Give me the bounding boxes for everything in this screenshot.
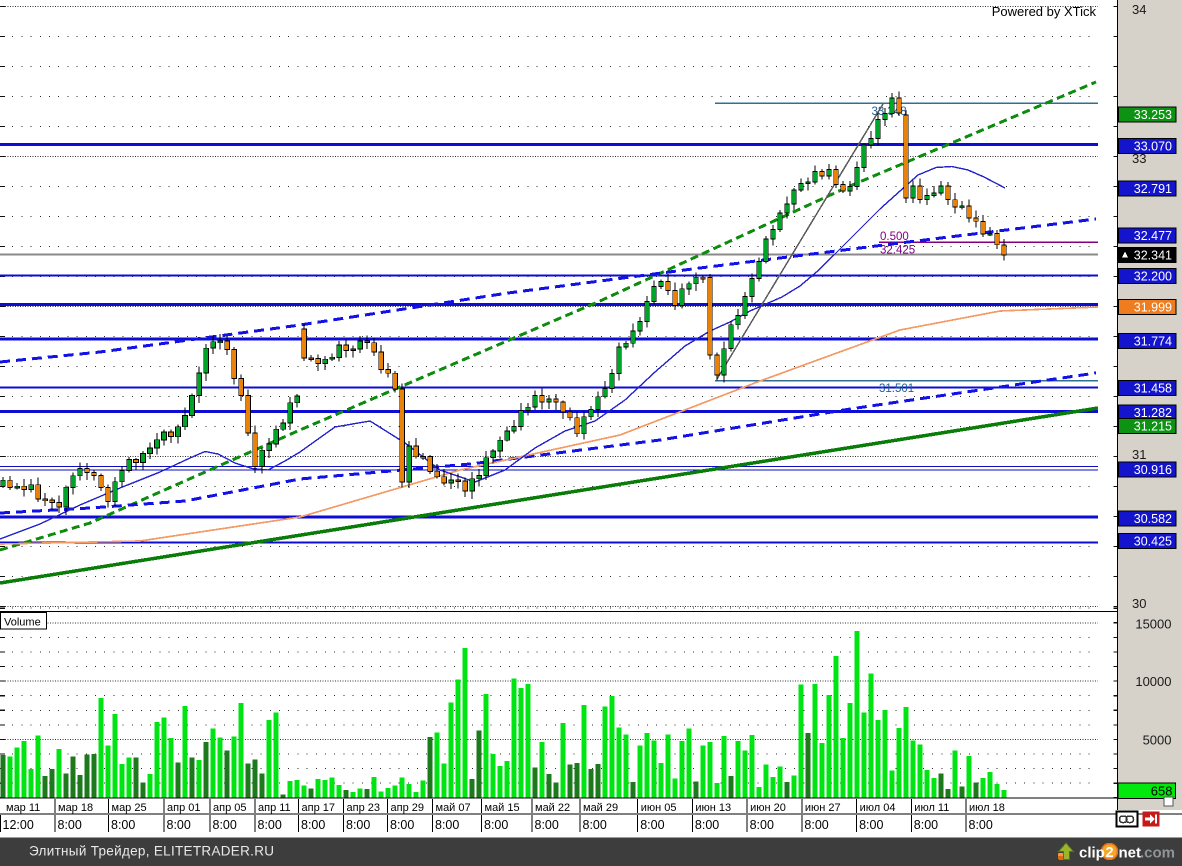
- svg-text:8:00: 8:00: [258, 818, 282, 832]
- svg-text:8:00: 8:00: [969, 818, 993, 832]
- svg-text:31.501: 31.501: [879, 383, 914, 395]
- svg-text:8:00: 8:00: [640, 818, 664, 832]
- svg-text:8:00: 8:00: [390, 818, 414, 832]
- svg-text:33: 33: [1132, 151, 1146, 166]
- svg-text:июн 05: июн 05: [641, 802, 677, 814]
- svg-text:8:00: 8:00: [804, 818, 828, 832]
- svg-text:июн 13: июн 13: [695, 802, 731, 814]
- svg-text:31.458: 31.458: [1134, 382, 1172, 396]
- svg-text:31: 31: [1132, 447, 1146, 462]
- svg-text:2: 2: [1105, 845, 1113, 861]
- svg-text:8:00: 8:00: [301, 818, 325, 832]
- svg-text:8:00: 8:00: [213, 818, 237, 832]
- svg-text:май 15: май 15: [485, 802, 520, 814]
- svg-text:30.916: 30.916: [1134, 463, 1172, 477]
- svg-text:апр 17: апр 17: [302, 802, 335, 814]
- svg-text:0.500: 0.500: [880, 231, 909, 243]
- svg-text:апр 29: апр 29: [391, 802, 424, 814]
- svg-text:33.253: 33.253: [1134, 108, 1172, 122]
- svg-text:июн 27: июн 27: [805, 802, 841, 814]
- svg-text:мар 18: мар 18: [58, 802, 93, 814]
- svg-text:34: 34: [1132, 2, 1146, 17]
- svg-text:Элитный Трейдер, ELITETRADER.R: Элитный Трейдер, ELITETRADER.RU: [29, 844, 274, 859]
- svg-text:31.215: 31.215: [1134, 419, 1172, 433]
- svg-text:апр 23: апр 23: [347, 802, 380, 814]
- svg-text:апр 01: апр 01: [167, 802, 200, 814]
- svg-text:32.791: 32.791: [1134, 182, 1172, 196]
- svg-text:май 29: май 29: [583, 802, 618, 814]
- svg-text:8:00: 8:00: [346, 818, 370, 832]
- svg-text:Volume: Volume: [4, 617, 41, 629]
- svg-text:май 22: май 22: [535, 802, 570, 814]
- svg-text:33.070: 33.070: [1134, 140, 1172, 154]
- svg-text:31.999: 31.999: [1134, 301, 1172, 315]
- svg-text:апр 11: апр 11: [258, 802, 291, 814]
- svg-text:32.425: 32.425: [880, 245, 915, 257]
- svg-text:31.282: 31.282: [1134, 406, 1172, 420]
- svg-text:8:00: 8:00: [484, 818, 508, 832]
- svg-text:июн 20: июн 20: [750, 802, 786, 814]
- svg-text:15000: 15000: [1135, 617, 1171, 632]
- svg-text:clip: clip: [1079, 845, 1105, 862]
- svg-text:net: net: [1119, 845, 1142, 862]
- svg-text:5000: 5000: [1143, 733, 1172, 748]
- svg-text:658: 658: [1151, 784, 1173, 799]
- svg-text:8:00: 8:00: [583, 818, 607, 832]
- svg-text:30.425: 30.425: [1134, 535, 1172, 549]
- svg-text:июл 04: июл 04: [860, 802, 896, 814]
- svg-text:июл 18: июл 18: [969, 802, 1005, 814]
- svg-text:12:00: 12:00: [3, 818, 34, 832]
- svg-text:30.582: 30.582: [1134, 512, 1172, 526]
- svg-text:8:00: 8:00: [111, 818, 135, 832]
- svg-text:30: 30: [1132, 596, 1146, 611]
- svg-text:32.341: 32.341: [1134, 249, 1172, 263]
- svg-text:32.200: 32.200: [1134, 270, 1172, 284]
- svg-text:май 07: май 07: [436, 802, 471, 814]
- svg-text:31.774: 31.774: [1134, 335, 1172, 349]
- svg-text:.com: .com: [1140, 845, 1175, 862]
- svg-text:8:00: 8:00: [535, 818, 559, 832]
- svg-text:Powered by XTick: Powered by XTick: [992, 4, 1097, 19]
- svg-text:8:00: 8:00: [750, 818, 774, 832]
- svg-text:8:00: 8:00: [58, 818, 82, 832]
- svg-text:июл 11: июл 11: [914, 802, 949, 814]
- svg-text:8:00: 8:00: [695, 818, 719, 832]
- svg-text:8:00: 8:00: [914, 818, 938, 832]
- svg-text:8:00: 8:00: [859, 818, 883, 832]
- svg-text:мар 11: мар 11: [6, 802, 40, 814]
- svg-text:апр 05: апр 05: [213, 802, 246, 814]
- svg-text:мар 25: мар 25: [112, 802, 147, 814]
- svg-text:8:00: 8:00: [167, 818, 191, 832]
- svg-text:10000: 10000: [1135, 674, 1171, 689]
- svg-text:8:00: 8:00: [435, 818, 459, 832]
- svg-text:32.477: 32.477: [1134, 229, 1172, 243]
